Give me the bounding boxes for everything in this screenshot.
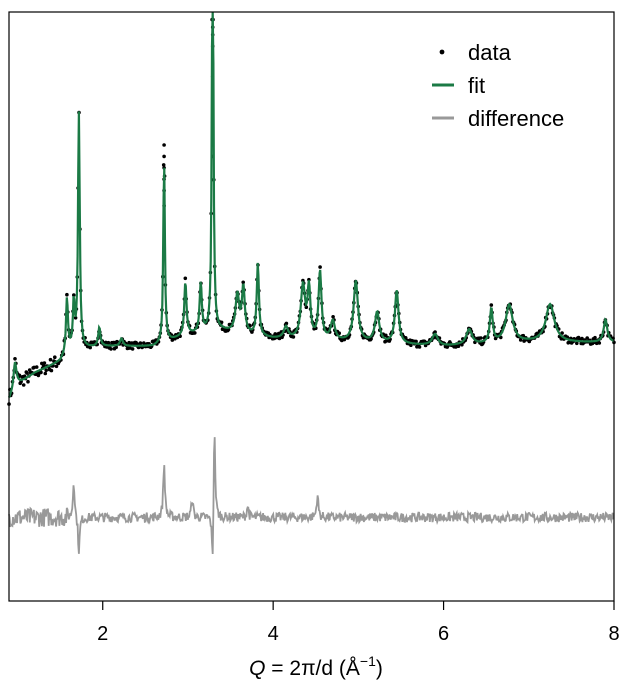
data-point — [26, 380, 30, 384]
data-point — [598, 341, 602, 345]
data-point — [44, 372, 48, 376]
data-point — [88, 346, 92, 350]
data-point — [418, 345, 422, 349]
data-point — [292, 335, 296, 339]
data-point — [479, 336, 483, 340]
data-point — [318, 265, 322, 269]
x-axis-title-var: Q — [249, 657, 265, 680]
data-series — [7, 18, 616, 406]
x-axis-title-sup: −1 — [360, 653, 376, 669]
data-point — [43, 361, 47, 365]
data-point — [49, 358, 53, 362]
legend-label-data: data — [468, 40, 512, 65]
data-point — [139, 341, 143, 345]
x-axis-title: Q = 2π/d (Å−1) — [249, 653, 383, 680]
x-axis-ticks: 2 4 6 8 — [97, 601, 619, 645]
x-tick-label: 8 — [608, 623, 619, 645]
data-point — [131, 347, 135, 351]
data-point — [331, 315, 335, 319]
data-point — [13, 357, 17, 361]
legend-marker-data — [440, 50, 445, 55]
legend: data fit difference — [432, 40, 564, 131]
data-point — [22, 383, 26, 387]
data-point — [50, 369, 54, 373]
data-point — [53, 355, 57, 359]
data-point — [193, 331, 197, 335]
data-point — [109, 347, 113, 351]
difference-line — [9, 437, 614, 554]
legend-label-fit: fit — [468, 73, 485, 98]
data-point — [490, 303, 494, 307]
x-axis-title-unit: Å — [346, 657, 360, 680]
x-axis-title-expr: = 2π/d ( — [265, 657, 345, 680]
x-axis-title-close: ) — [376, 657, 383, 680]
x-tick-label: 2 — [97, 623, 108, 645]
legend-label-difference: difference — [468, 106, 564, 131]
x-tick-label: 6 — [438, 623, 449, 645]
data-point — [184, 277, 188, 281]
x-tick-label: 4 — [268, 623, 279, 645]
data-point — [162, 143, 166, 147]
data-point — [65, 293, 69, 297]
data-point — [35, 365, 39, 369]
data-point — [162, 155, 166, 159]
difference-series — [9, 437, 614, 554]
